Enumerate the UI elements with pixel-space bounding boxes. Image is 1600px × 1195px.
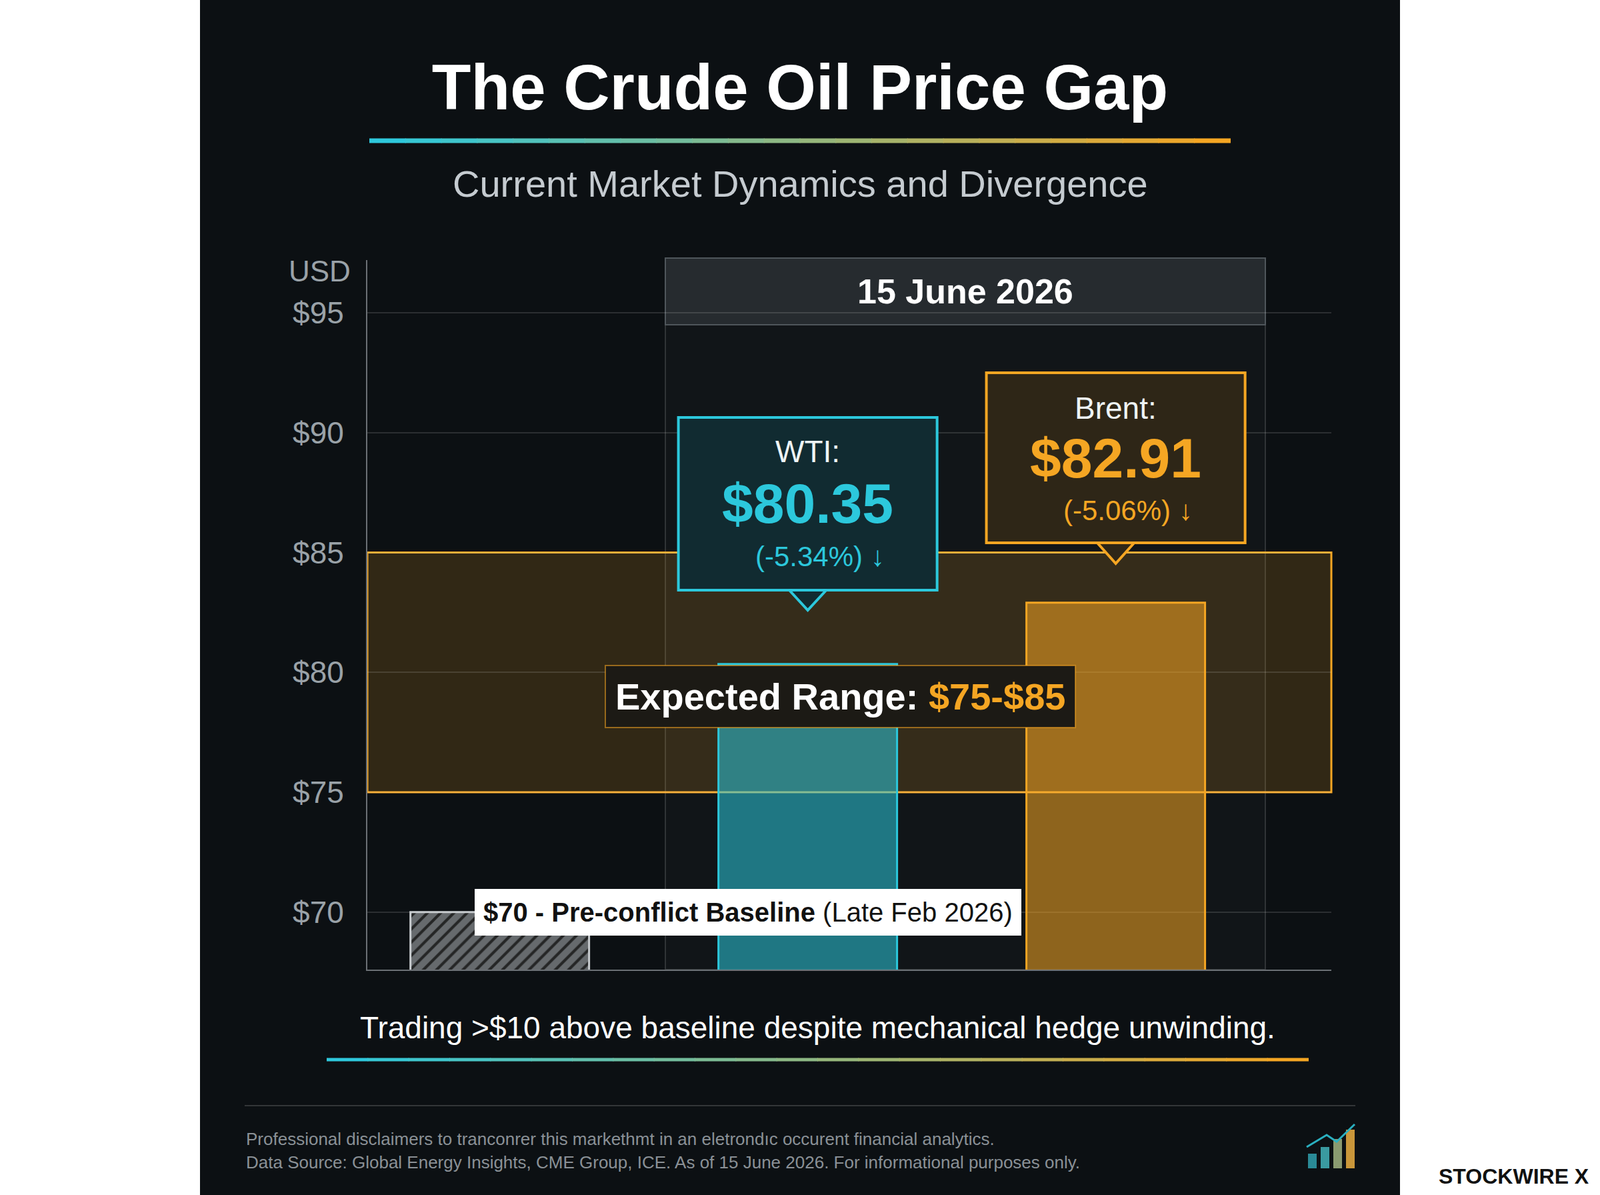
svg-text:Brent:: Brent: bbox=[1074, 390, 1157, 426]
svg-text:Professional disclaimers to tr: Professional disclaimers to tranconrer t… bbox=[246, 1128, 995, 1149]
svg-text:$85: $85 bbox=[292, 535, 344, 570]
svg-text:15 June 2026: 15 June 2026 bbox=[857, 272, 1074, 311]
svg-text:Trading >$10 above baseline de: Trading >$10 above baseline despite mech… bbox=[360, 1010, 1276, 1045]
svg-text:Data Source: Global Energy Ins: Data Source: Global Energy Insights, CME… bbox=[246, 1152, 1080, 1172]
svg-text:WTI:: WTI: bbox=[775, 434, 840, 469]
svg-text:USD: USD bbox=[288, 254, 351, 288]
svg-text:Expected Range: $75-$85: Expected Range: $75-$85 bbox=[615, 675, 1066, 718]
svg-text:$95: $95 bbox=[292, 295, 344, 330]
svg-text:$80: $80 bbox=[292, 654, 344, 690]
svg-text:$75: $75 bbox=[292, 774, 344, 810]
svg-text:STOCKWIRE X: STOCKWIRE X bbox=[1438, 1164, 1590, 1188]
svg-text:Current Market Dynamics and Di: Current Market Dynamics and Divergence bbox=[452, 162, 1148, 205]
svg-text:$70 - Pre-conflict Baseline (L: $70 - Pre-conflict Baseline (Late Feb 20… bbox=[483, 897, 1013, 927]
svg-text:The Crude Oil Price Gap: The Crude Oil Price Gap bbox=[432, 51, 1168, 123]
svg-text:(-5.34%) ↓: (-5.34%) ↓ bbox=[755, 540, 885, 572]
svg-text:$90: $90 bbox=[292, 415, 344, 450]
svg-text:(-5.06%) ↓: (-5.06%) ↓ bbox=[1063, 494, 1193, 526]
svg-text:$82.91: $82.91 bbox=[1030, 426, 1202, 490]
svg-text:$70: $70 bbox=[292, 894, 344, 930]
svg-text:$80.35: $80.35 bbox=[722, 472, 894, 535]
